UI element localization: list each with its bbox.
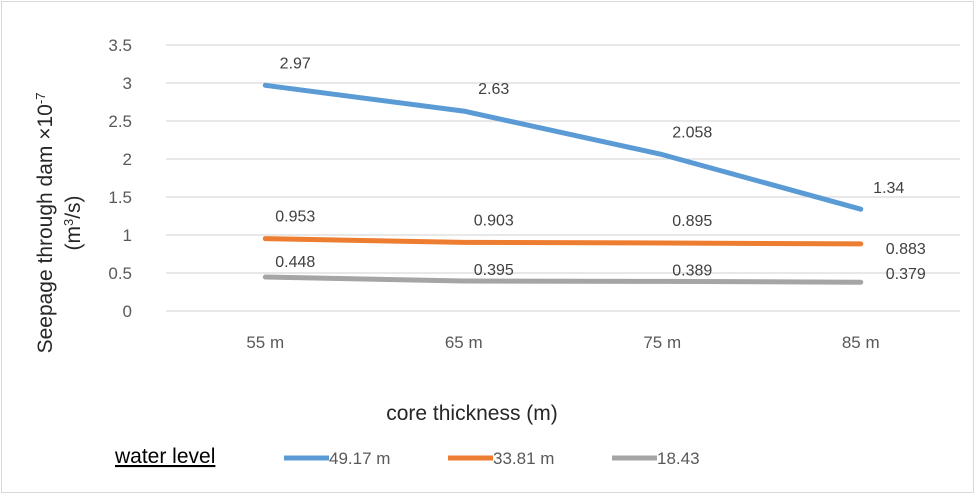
x-tick-label: 55 m — [246, 333, 284, 352]
data-labels: 2.97 2.63 2.058 1.34 0.953 0.903 0.895 0.883 0.4… — [275, 55, 926, 283]
y-tick-label: 1.5 — [108, 188, 132, 207]
y-tick-label: 0 — [123, 302, 132, 321]
y-tick-label: 2.5 — [108, 112, 132, 131]
data-label: 1.34 — [873, 180, 904, 197]
x-tick-label: 75 m — [643, 333, 681, 352]
x-axis-title: core thickness (m) — [386, 402, 558, 425]
y-axis-units-post: /s) — [62, 195, 85, 218]
y-axis-ticks: 0 0.5 1 1.5 2 2.5 3 3.5 — [108, 36, 132, 321]
y-tick-label: 3.5 — [108, 36, 132, 55]
y-axis-title: Seepage through dam ×10-7 — [33, 93, 58, 354]
data-label: 0.395 — [474, 262, 514, 279]
data-label: 0.895 — [672, 213, 712, 230]
x-axis-ticks: 55 m 65 m 75 m 85 m — [246, 333, 879, 352]
y-axis-units-pre: (m — [62, 226, 85, 251]
y-tick-label: 1 — [123, 226, 132, 245]
series-line-0 — [262, 82, 864, 212]
legend-entry-label: 49.17 m — [329, 449, 390, 468]
data-label: 2.63 — [478, 81, 509, 98]
data-label: 0.883 — [886, 241, 926, 258]
data-label: 0.448 — [275, 254, 315, 271]
data-label: 0.379 — [886, 266, 926, 283]
data-label: 2.058 — [672, 125, 712, 142]
data-label: 0.903 — [474, 212, 514, 229]
y-tick-label: 3 — [123, 74, 132, 93]
series-line-2 — [262, 274, 864, 285]
y-tick-label: 2 — [123, 150, 132, 169]
legend-entry-label: 33.81 m — [493, 449, 554, 468]
series-line-1 — [262, 236, 864, 247]
legend-title: water level — [114, 445, 215, 468]
y-axis-title-line1: Seepage through dam ×10 — [34, 104, 57, 353]
gridlines — [166, 44, 960, 312]
data-label: 0.953 — [275, 209, 315, 226]
y-axis-title-exponent: -7 — [33, 93, 48, 105]
legend: water level 49.17 m 33.81 m 18.43 — [114, 445, 700, 468]
data-label: 2.97 — [280, 55, 311, 72]
x-tick-label: 65 m — [445, 333, 483, 352]
data-label: 0.389 — [672, 262, 712, 279]
legend-entry-label: 18.43 — [657, 449, 700, 468]
y-axis-units: (m3/s) — [61, 195, 86, 250]
y-axis-units-sup: 3 — [61, 219, 76, 226]
series-lines — [262, 82, 864, 285]
y-tick-label: 0.5 — [108, 264, 132, 283]
x-tick-label: 85 m — [842, 333, 880, 352]
